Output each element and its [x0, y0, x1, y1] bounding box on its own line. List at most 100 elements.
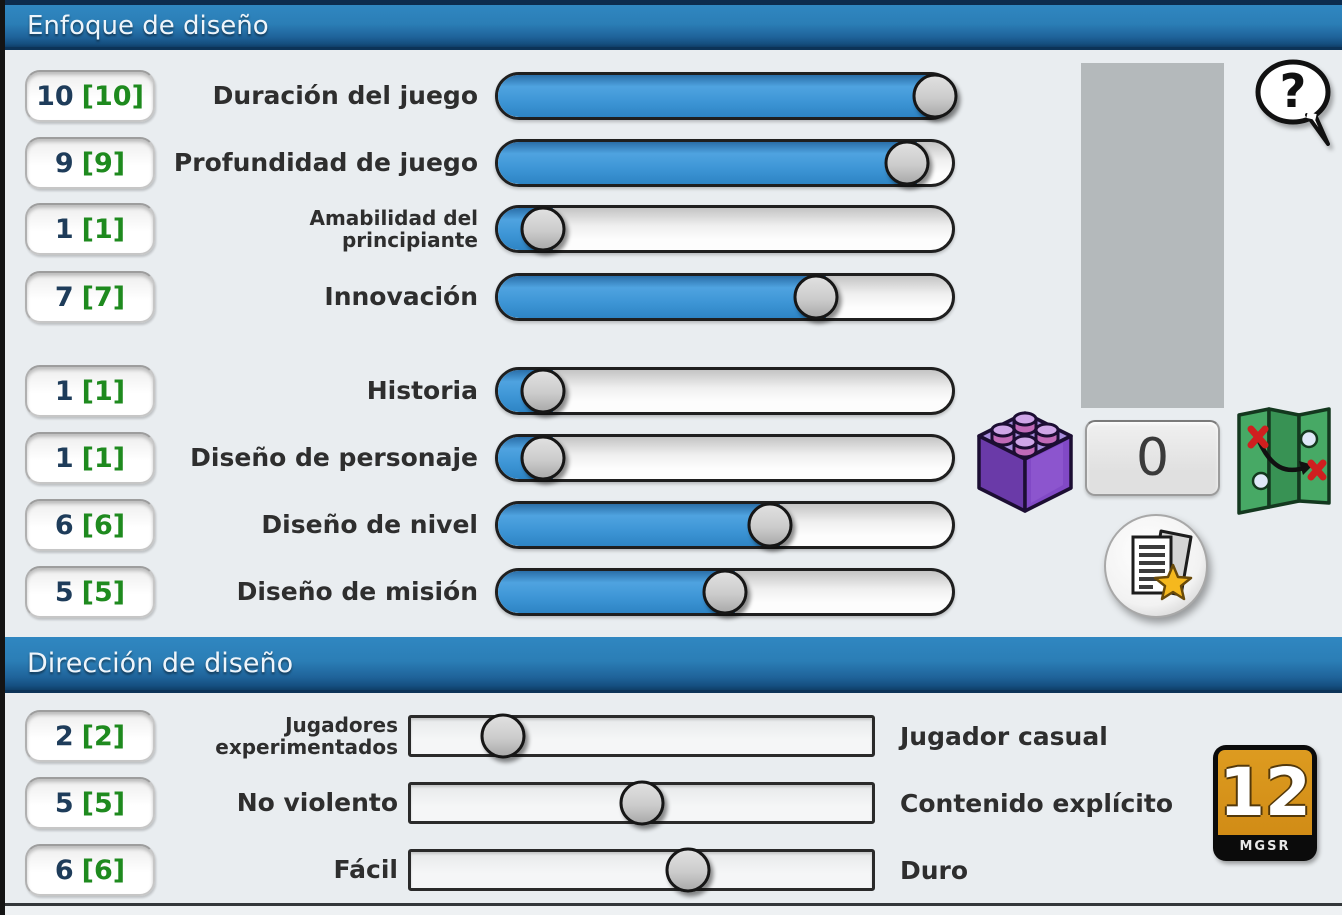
slider-knob[interactable] [912, 73, 958, 119]
target-value: [5] [81, 787, 126, 819]
current-value: 1 [54, 442, 74, 474]
slider-label: Diseño de nivel [261, 510, 478, 539]
target-value: [10] [81, 80, 144, 112]
focus-row-historia: 1 [1] Historia [5, 363, 1342, 419]
slider-innovacion[interactable] [495, 273, 955, 321]
documents-icon [1131, 529, 1193, 601]
target-value: [1] [81, 375, 126, 407]
age-rating-badge: 12 MGSR [1213, 745, 1317, 861]
report-notes-button[interactable] [1101, 511, 1211, 621]
value-badge: 5 [5] [25, 566, 155, 618]
current-value: 6 [54, 509, 74, 541]
slider-mision[interactable] [495, 568, 955, 616]
direction-row-experiencia: 2 [2] Jugadores experimentados Jugador c… [5, 708, 1342, 764]
target-value: [1] [81, 213, 126, 245]
current-value: 6 [54, 854, 74, 886]
next-section-edge [5, 906, 1342, 915]
current-value: 7 [54, 281, 74, 313]
current-value: 1 [54, 213, 74, 245]
slider-label: Diseño de misión [236, 577, 478, 606]
slider-knob[interactable] [665, 847, 711, 893]
left-pole-label: No violento [236, 788, 398, 817]
current-value: 1 [54, 375, 74, 407]
target-value: [9] [81, 147, 126, 179]
current-value: 5 [54, 787, 74, 819]
left-border [0, 0, 5, 915]
focus-row-duracion: 10 [10] Duración del juego [5, 68, 1342, 124]
age-rating-agency: MGSR [1239, 839, 1291, 854]
slider-personaje[interactable] [495, 434, 955, 482]
slider-label: Diseño de personaje [190, 443, 478, 472]
slider-knob[interactable] [619, 780, 664, 826]
counter-value: 0 [1135, 428, 1170, 488]
current-value: 10 [36, 80, 74, 112]
target-value: [6] [81, 509, 126, 541]
slider-knob[interactable] [884, 140, 930, 186]
slider-knob[interactable] [480, 713, 526, 759]
value-badge: 2 [2] [25, 710, 155, 762]
slider-label: Amabilidad del principiante [309, 205, 478, 252]
value-badge: 7 [7] [25, 271, 155, 323]
slider-violencia[interactable] [408, 780, 875, 826]
target-value: [1] [81, 442, 126, 474]
value-badge: 10 [10] [25, 70, 155, 122]
focus-row-nivel: 6 [6] Diseño de nivel [5, 497, 1342, 553]
focus-row-mision: 5 [5] Diseño de misión [5, 564, 1342, 620]
slider-fill [498, 75, 952, 117]
direction-row-violencia: 5 [5] No violento Contenido explícito [5, 775, 1342, 831]
brick-icon [977, 411, 1073, 513]
slider-label: Historia [366, 376, 478, 405]
top-border [0, 0, 1342, 5]
value-badge: 5 [5] [25, 777, 155, 829]
target-value: [7] [81, 281, 126, 313]
help-button[interactable]: ? [1252, 56, 1340, 152]
value-badge: 1 [1] [25, 432, 155, 484]
current-value: 5 [54, 576, 74, 608]
slider-amabilidad[interactable] [495, 205, 955, 253]
points-counter: 0 [1085, 420, 1220, 496]
section-title: Enfoque de diseño [27, 11, 269, 41]
slider-knob[interactable] [747, 502, 793, 548]
target-value: [5] [81, 576, 126, 608]
current-value: 2 [54, 720, 74, 752]
strategy-map-icon [1237, 407, 1331, 515]
left-pole-label: Jugadores experimentados [215, 712, 398, 759]
slider-fill [498, 142, 917, 184]
slider-duracion[interactable] [495, 72, 958, 120]
slider-nivel[interactable] [495, 501, 955, 549]
right-pole-label: Duro [900, 855, 969, 885]
slider-dificultad[interactable] [408, 847, 875, 893]
focus-row-profundidad: 9 [9] Profundidad de juego [5, 135, 1342, 191]
current-value: 9 [54, 147, 74, 179]
value-badge: 1 [1] [25, 365, 155, 417]
value-badge: 6 [6] [25, 844, 155, 896]
value-badge: 9 [9] [25, 137, 155, 189]
value-badge: 6 [6] [25, 499, 155, 551]
target-value: [6] [81, 854, 126, 886]
slider-fill [498, 571, 735, 613]
section-header-design-focus: Enfoque de diseño [5, 5, 1342, 50]
slider-historia[interactable] [495, 367, 955, 415]
slider-label: Duración del juego [212, 81, 478, 110]
slider-knob[interactable] [520, 368, 566, 414]
section-header-design-direction: Dirección de diseño [5, 637, 1342, 693]
slider-label: Profundidad de juego [173, 148, 478, 177]
direction-row-dificultad: 6 [6] Fácil Duro [5, 842, 1342, 898]
slider-profundidad[interactable] [495, 139, 955, 187]
slider-knob[interactable] [702, 569, 748, 615]
age-rating-number: 12 [1218, 750, 1312, 835]
slider-experiencia[interactable] [408, 713, 875, 759]
slider-knob[interactable] [520, 435, 566, 481]
slider-fill [498, 504, 781, 546]
star-icon [1153, 563, 1193, 601]
preview-placeholder [1081, 63, 1224, 408]
slider-knob[interactable] [520, 206, 566, 252]
slider-knob[interactable] [793, 274, 839, 320]
right-pole-label: Jugador casual [900, 721, 1108, 751]
focus-row-innovacion: 7 [7] Innovación [5, 269, 1342, 325]
target-value: [2] [81, 720, 126, 752]
focus-row-amabilidad: 1 [1] Amabilidad del principiante [5, 201, 1342, 257]
value-badge: 1 [1] [25, 203, 155, 255]
slider-fill [498, 276, 826, 318]
